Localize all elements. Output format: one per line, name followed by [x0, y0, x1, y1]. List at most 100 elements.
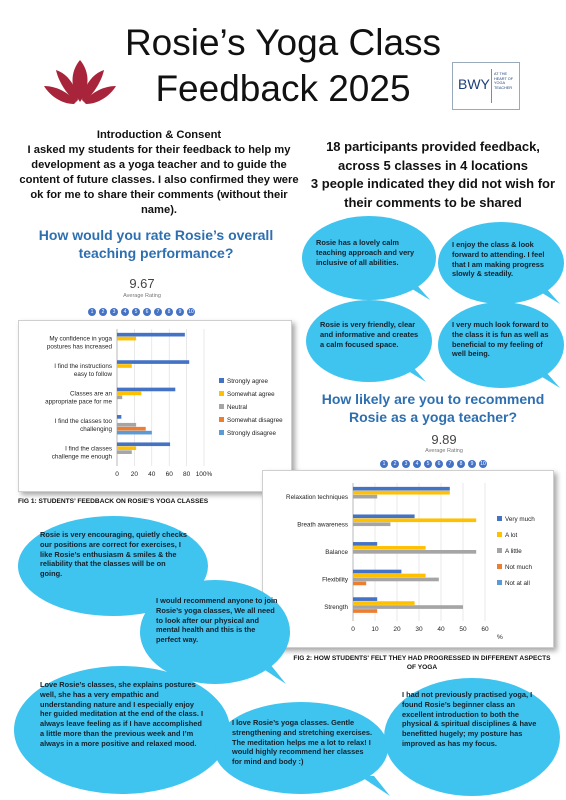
chart-2: 0 10 20 30 40 50 60% Relaxation techniques Breat…: [262, 470, 554, 648]
intro-heading: Introduction & Consent: [96, 129, 222, 141]
legend-label: Not at all: [505, 580, 530, 587]
tick-label: 30: [415, 626, 423, 633]
rating-dot: 8: [165, 308, 173, 316]
rating-dot: 9: [468, 460, 476, 468]
category-label: Relaxation techniques: [286, 494, 348, 501]
bar: [117, 430, 152, 435]
bar: [353, 577, 439, 582]
title-line-1: Rosie’s Yoga Class: [124, 22, 442, 63]
legend-label: Neutral: [227, 404, 247, 411]
intro-section: Introduction & Consent I asked my studen…: [18, 128, 300, 218]
category-label: Classes are an: [70, 391, 112, 398]
bar: [117, 442, 171, 447]
rating-dot: 9: [176, 308, 184, 316]
bar: [117, 446, 137, 451]
logo-text: BWY: [458, 76, 490, 92]
rating-scale-1: 1 2 3 4 5 6 7 8 9 10: [88, 308, 195, 316]
rating-dot: 3: [402, 460, 410, 468]
legend-label: Somewhat agree: [227, 391, 275, 398]
bar: [353, 486, 450, 491]
tick-label: 20: [131, 471, 139, 478]
category-label: I find the instructions: [54, 363, 112, 370]
bar: [117, 426, 146, 431]
bar: [117, 332, 185, 337]
rating-dot: 1: [380, 460, 388, 468]
rating-dot: 10: [479, 460, 487, 468]
rating-dot: 6: [435, 460, 443, 468]
legend-label: Strongly disagree: [227, 430, 277, 437]
tick-label: 20: [393, 626, 401, 633]
tick-label: 100%: [196, 471, 213, 478]
bar: [353, 494, 378, 499]
tick-label: 0: [115, 471, 119, 478]
stats-line-2: 3 people indicated they did not wish for…: [310, 176, 556, 210]
legend-swatch: [219, 391, 224, 396]
logo-divider: [491, 69, 492, 103]
bubble-tail-2: [534, 288, 560, 304]
bar: [353, 546, 426, 550]
rating-dot: 8: [457, 460, 465, 468]
bubble-tail-8: [360, 776, 390, 796]
rating-dot: 6: [143, 308, 151, 316]
tick-label: 60: [166, 471, 174, 478]
legend-label: A little: [505, 548, 522, 555]
category-label: Balance: [325, 549, 348, 556]
category-label: I find the classes: [65, 445, 112, 452]
tick-label: 60: [481, 626, 489, 633]
category-label: easy to follow: [74, 371, 113, 378]
bar: [353, 573, 426, 578]
comment-3: Rosie is very friendly, clear and inform…: [320, 320, 419, 349]
bar: [117, 415, 122, 419]
legend-label: A lot: [505, 532, 518, 539]
category-label: challenge me enough: [52, 453, 113, 460]
bubble-tail-4: [534, 372, 560, 388]
rating-question-2: How likely are you to recommend Rosie as…: [321, 391, 545, 425]
bar: [353, 581, 367, 586]
category-label: postures has increased: [47, 344, 113, 351]
rating-dot: 5: [132, 308, 140, 316]
unit-label: %: [497, 634, 503, 641]
bar: [353, 609, 378, 613]
legend-swatch: [219, 378, 224, 383]
bubble-tail-1: [404, 284, 430, 300]
chart-1-caption: FIG 1: STUDENTS’ FEEDBACK ON ROSIE’S YOG…: [18, 498, 209, 505]
tick-label: 0: [351, 626, 355, 633]
bar: [117, 450, 132, 454]
legend-swatch: [497, 580, 502, 585]
bar: [117, 364, 132, 368]
category-label: Breath awareness: [297, 521, 348, 528]
legend-label: Strongly agree: [227, 378, 268, 385]
bar: [117, 387, 176, 392]
comment-bubble-8: [214, 702, 388, 794]
legend-swatch: [497, 564, 502, 569]
legend-swatch: [497, 548, 502, 553]
bar: [353, 550, 477, 554]
rating-dot: 4: [413, 460, 421, 468]
rating-dot: 1: [88, 308, 96, 316]
rating-scale-2: 1 2 3 4 5 6 7 8 9 10: [380, 460, 487, 468]
chart-2-plot: 0 10 20 30 40 50 60% Relaxation techniques Breat…: [286, 483, 535, 641]
rating-dot: 5: [424, 460, 432, 468]
comment-bubble-9: [384, 678, 560, 796]
rating-dot: 7: [154, 308, 162, 316]
tick-label: 40: [437, 626, 445, 633]
logo-subtext: AT THE HEART OF YOGA TEACHER: [494, 72, 514, 90]
category-label: Strength: [324, 604, 348, 611]
rating-dot: 2: [391, 460, 399, 468]
bubble-tail-6: [256, 664, 286, 684]
tick-label: 50: [459, 626, 467, 633]
chart-2-caption: FIG 2: HOW STUDENTS' FELT THEY HAD PROGR…: [293, 655, 551, 671]
bar: [353, 569, 402, 574]
comment-9: I had not previously practised yoga, I f…: [402, 690, 537, 748]
rating-value-2: 9.89: [431, 432, 457, 447]
bar: [353, 514, 415, 519]
legend-label: Very much: [505, 516, 535, 523]
bar: [117, 336, 137, 341]
rating-dot: 4: [121, 308, 129, 316]
legend-swatch: [219, 404, 224, 409]
legend-swatch: [219, 417, 224, 422]
bar: [117, 391, 142, 396]
tick-label: 80: [183, 471, 191, 478]
bar: [353, 542, 378, 546]
rating-dot: 10: [187, 308, 195, 316]
